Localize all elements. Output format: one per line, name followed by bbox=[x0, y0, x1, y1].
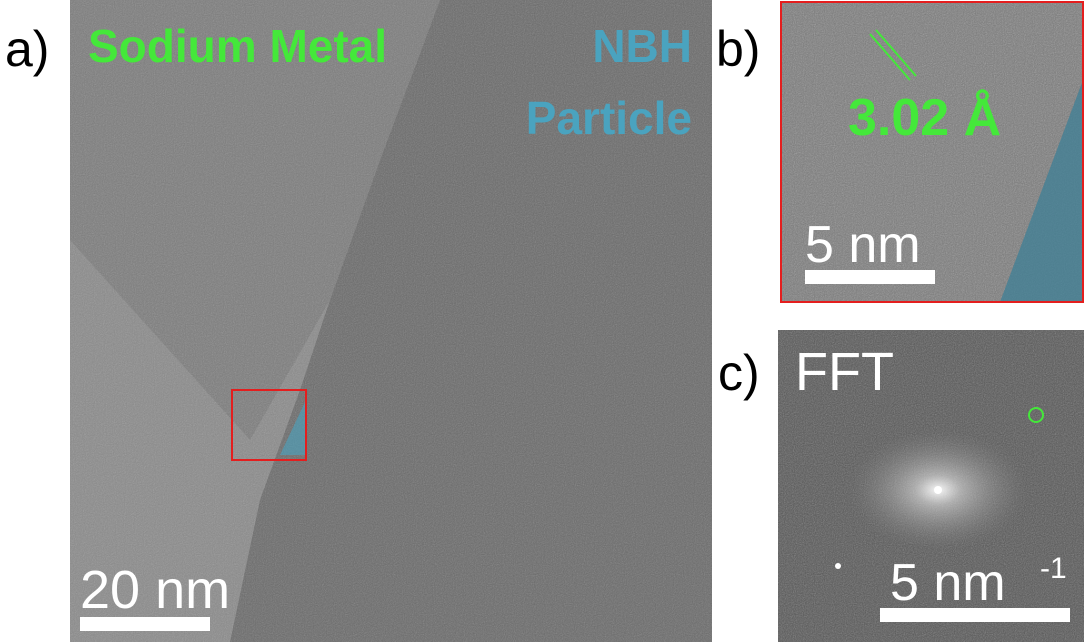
scale-bar-label: 5 nm bbox=[805, 216, 921, 274]
phase-label: NBH bbox=[592, 20, 692, 72]
scale-bar-label: 5 nm bbox=[890, 554, 1006, 612]
d-spacing-label: 3.02 Å bbox=[848, 89, 1001, 147]
phase-label: Sodium Metal bbox=[88, 20, 387, 72]
scale-bar-exponent: -1 bbox=[1040, 552, 1067, 585]
scale-bar-label: 20 nm bbox=[80, 560, 230, 620]
figure: a) Sodium Metal NBH Particle 20 nm b) 3.… bbox=[0, 0, 1084, 642]
panel-title: FFT bbox=[795, 342, 894, 402]
phase-label: Particle bbox=[526, 92, 692, 144]
panel-label: a) bbox=[5, 21, 49, 77]
panel-label: c) bbox=[718, 345, 760, 401]
panel-label: b) bbox=[716, 21, 760, 77]
